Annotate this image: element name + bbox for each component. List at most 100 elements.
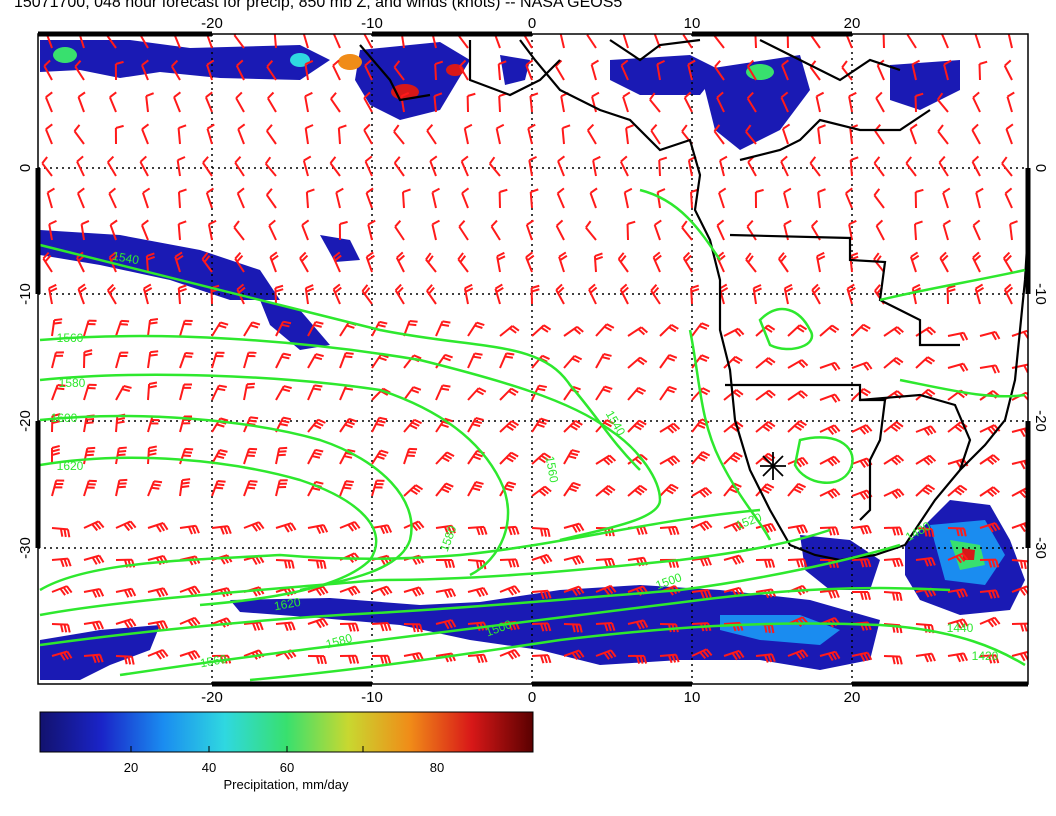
wind-barb <box>529 92 539 113</box>
wind-barb <box>371 449 389 465</box>
wind-barb <box>426 284 437 305</box>
contour-label: 1620 <box>57 459 84 473</box>
wind-barb <box>83 319 97 337</box>
wind-barb <box>494 283 504 305</box>
wind-barb <box>525 59 534 81</box>
wind-barb <box>979 330 1001 341</box>
wind-barb <box>51 479 65 497</box>
wind-barb <box>883 454 905 466</box>
wind-barb <box>1009 220 1018 241</box>
wind-barb <box>1011 559 1028 570</box>
wind-barb <box>106 283 117 305</box>
contour-line <box>639 188 722 261</box>
wind-barb <box>780 155 789 177</box>
precip-region <box>338 54 362 70</box>
wind-barb <box>911 283 922 305</box>
contour-line <box>39 528 831 617</box>
wind-barb <box>714 60 725 81</box>
wind-barb <box>76 155 85 177</box>
wind-barb <box>44 91 53 113</box>
wind-barb <box>787 524 809 535</box>
wind-barb <box>361 284 373 305</box>
wind-barb <box>811 283 821 305</box>
wind-barb <box>307 448 324 465</box>
lat-tick-left: 0 <box>17 164 34 172</box>
wind-barb <box>947 331 969 342</box>
wind-barb <box>936 92 949 113</box>
wind-barb <box>393 124 405 145</box>
wind-barb <box>363 123 373 145</box>
wind-barb <box>497 60 507 81</box>
wind-barb <box>555 59 565 81</box>
wind-barb <box>590 59 600 81</box>
wind-barb <box>527 123 536 145</box>
wind-barb <box>649 92 661 113</box>
wind-barb <box>809 34 821 49</box>
wind-barb <box>915 425 937 436</box>
contour-line <box>688 329 772 541</box>
wind-barb <box>778 252 789 273</box>
wind-barb <box>145 252 155 273</box>
wind-barb <box>1001 156 1013 177</box>
wind-barb <box>499 451 519 465</box>
coastlines <box>359 38 1028 562</box>
colorbar-tick: 40 <box>202 760 216 775</box>
wind-barb <box>403 484 424 497</box>
wind-barb <box>265 188 277 209</box>
wind-barb <box>815 91 825 113</box>
lon-tick-bottom: 20 <box>844 689 861 706</box>
wind-barb <box>914 188 924 209</box>
contour-line <box>39 508 761 592</box>
wind-barb <box>623 187 633 209</box>
wind-barb <box>243 382 256 401</box>
wind-barb <box>723 521 745 532</box>
wind-barb <box>723 389 744 401</box>
wind-barb <box>371 654 392 664</box>
wind-barb <box>273 34 277 49</box>
contour-label: 1540 <box>111 249 140 267</box>
wind-barb <box>627 386 647 401</box>
wind-barb <box>531 622 552 632</box>
wind-barb <box>302 34 309 49</box>
wind-barb <box>979 558 1000 568</box>
wind-barb <box>458 219 469 241</box>
wind-barb <box>555 219 565 241</box>
wind-barb <box>563 481 581 497</box>
wind-barb <box>659 422 681 434</box>
country-border <box>759 39 901 82</box>
wind-barb <box>787 482 806 497</box>
lat-tick-right: -10 <box>1032 283 1049 305</box>
wind-barb <box>819 393 841 403</box>
country-border <box>859 393 972 471</box>
wind-barb <box>435 524 456 535</box>
wind-barb <box>1011 622 1028 632</box>
wind-barb <box>882 34 885 49</box>
wind-barb <box>403 520 425 532</box>
wind-barb <box>44 123 53 145</box>
wind-barb <box>915 484 936 497</box>
wind-barb <box>108 187 117 209</box>
wind-barb <box>755 653 776 663</box>
wind-barb <box>141 187 151 209</box>
wind-barb <box>403 447 418 465</box>
wind-barb <box>817 124 826 145</box>
wind-barb <box>650 284 661 305</box>
wind-barb <box>883 591 903 602</box>
graticule <box>38 34 1028 684</box>
wind-barb <box>716 219 725 241</box>
wind-barb <box>851 457 873 468</box>
wind-barb <box>783 283 794 305</box>
wind-barb <box>83 653 104 664</box>
wind-barb <box>233 34 245 49</box>
wind-barb <box>147 318 159 337</box>
wind-barb <box>691 520 713 532</box>
wind-barb <box>83 446 96 465</box>
wind-barb <box>467 321 485 337</box>
wind-barb <box>435 588 457 599</box>
wind-barb <box>243 351 257 369</box>
wind-barb <box>851 591 872 601</box>
wind-barb <box>746 59 757 81</box>
wind-barb <box>304 91 313 113</box>
wind-barb <box>595 385 613 401</box>
wind-barb <box>141 59 149 81</box>
